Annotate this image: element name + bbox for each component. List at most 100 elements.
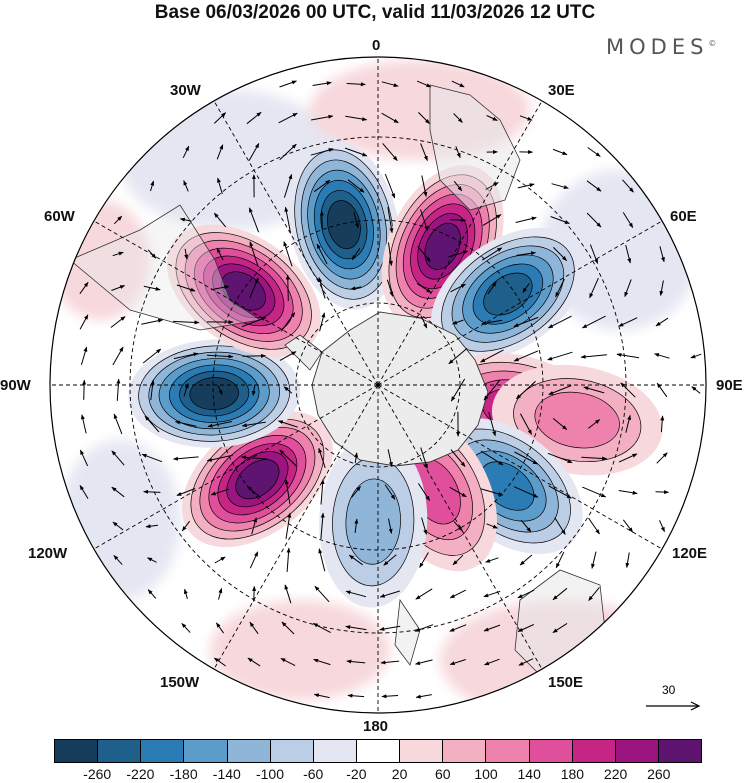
meridian-240 — [93, 384, 379, 550]
backdrop-lavender-sw — [60, 440, 180, 600]
wind-vector-30 — [183, 180, 189, 192]
wind-vector-31 — [217, 177, 223, 195]
lon-label-120e: 120E — [672, 545, 708, 562]
wind-vector-238 — [281, 621, 295, 635]
wind-vector-106 — [547, 315, 572, 329]
wind-vector-176 — [210, 488, 230, 496]
wind-vector-191 — [145, 524, 159, 529]
wind-vector-159 — [240, 455, 267, 460]
wind-vector-74 — [625, 244, 632, 264]
meridian-300 — [93, 220, 379, 386]
pink-cell-east-pacific — [181, 411, 333, 548]
wind-vector-156 — [141, 453, 163, 463]
wind-vector-163 — [387, 449, 393, 468]
wind-vector-64 — [283, 241, 293, 267]
wind-vector-192 — [181, 520, 191, 532]
wind-vector-104 — [481, 319, 503, 325]
wind-vector-189 — [655, 490, 669, 495]
wind-vector-86 — [416, 282, 432, 294]
colorbar-bin-7 — [355, 740, 400, 762]
wind-vector-128 — [183, 383, 189, 397]
wind-vector-27 — [552, 148, 568, 156]
wind-vector-152 — [625, 414, 632, 433]
wind-vector-187 — [582, 486, 607, 498]
wind-vector-94 — [79, 314, 89, 330]
wind-vector-101 — [319, 312, 326, 332]
wind-vector-145 — [241, 421, 266, 428]
wind-vector-125 — [82, 379, 87, 400]
wind-vector-204 — [622, 519, 634, 533]
lon-label-60e: 60E — [670, 208, 697, 225]
wind-vector-22 — [382, 143, 398, 161]
wind-vector-112 — [142, 348, 162, 364]
wind-vector-16 — [182, 145, 190, 159]
wind-vector-239 — [312, 622, 331, 634]
wind-vector-141 — [113, 413, 123, 435]
wind-vector-139 — [691, 386, 701, 394]
wind-vector-89 — [522, 283, 530, 293]
wind-vector-172 — [79, 484, 89, 499]
wind-vector-54 — [482, 214, 502, 226]
wind-vector-111 — [112, 346, 124, 366]
wind-vector-132 — [450, 378, 466, 402]
colorbar-bin-11 — [528, 740, 572, 762]
wind-vector-14 — [486, 115, 498, 121]
wind-vector-223 — [218, 587, 223, 600]
colorbar-bin-14 — [657, 740, 702, 762]
wind-vector-33 — [283, 173, 293, 198]
colorbar-tick-9: 100 — [474, 766, 498, 782]
wind-vector-202 — [554, 517, 566, 535]
colorbar-tick-4: -100 — [255, 766, 285, 782]
wind-vector-120 — [547, 351, 573, 361]
meridians — [50, 57, 706, 713]
blue-cell-south-pacific-level-2 — [345, 478, 401, 565]
wind-vector-178 — [284, 479, 291, 505]
wind-vector-10 — [345, 115, 368, 122]
modes-logo: MODES© — [606, 35, 716, 59]
graticule — [50, 57, 706, 713]
wind-vector-148 — [488, 411, 497, 437]
wind-vector-183 — [449, 486, 467, 498]
colorbar-bin-13 — [614, 740, 658, 762]
wind-vector-67 — [388, 242, 393, 266]
wind-vector-250 — [313, 658, 331, 666]
wind-vector-21 — [344, 147, 368, 157]
wind-vector-130 — [251, 384, 256, 396]
wind-vector-37 — [421, 175, 428, 197]
wind-vector-169 — [581, 456, 608, 461]
brand-mark: © — [708, 39, 717, 48]
wind-vector-232 — [517, 589, 535, 599]
colorbar-bin-0 — [55, 740, 98, 762]
colorbar-tick-3: -140 — [212, 766, 241, 782]
wind-vector-126 — [116, 378, 121, 401]
wind-vector-2 — [346, 82, 366, 87]
wind-vector-240 — [345, 625, 367, 631]
wind-vector-4 — [416, 80, 432, 88]
wind-vector-8 — [278, 112, 298, 124]
wind-vector-146 — [277, 420, 298, 428]
wind-vector-77 — [111, 285, 126, 291]
wind-vector-109 — [655, 317, 669, 327]
wind-vector-76 — [79, 281, 89, 294]
wind-vector-87 — [450, 283, 466, 293]
meridian-30 — [377, 100, 543, 386]
meridian-120 — [377, 384, 663, 550]
colorbar-bin-8 — [399, 740, 443, 762]
lon-label-0: 0 — [372, 37, 381, 54]
meridian-330 — [213, 100, 379, 386]
wind-vector-226 — [314, 585, 330, 603]
wind-vector-214 — [419, 552, 429, 568]
wind-vector-220 — [625, 552, 630, 568]
wind-vector-221 — [147, 589, 157, 599]
wind-vector-256 — [518, 658, 534, 666]
wind-vector-195 — [320, 512, 325, 539]
wind-vector-180 — [351, 486, 361, 498]
wind-vector-123 — [654, 353, 670, 359]
wind-vector-66 — [351, 247, 361, 261]
wind-vector-205 — [659, 520, 665, 533]
meridian-60 — [377, 220, 663, 386]
wind-vector-151 — [587, 419, 601, 429]
pink-cell-southern-africa-level-6 — [424, 222, 461, 270]
wind-vector-93 — [659, 280, 664, 296]
wind-vector-129 — [217, 385, 223, 396]
